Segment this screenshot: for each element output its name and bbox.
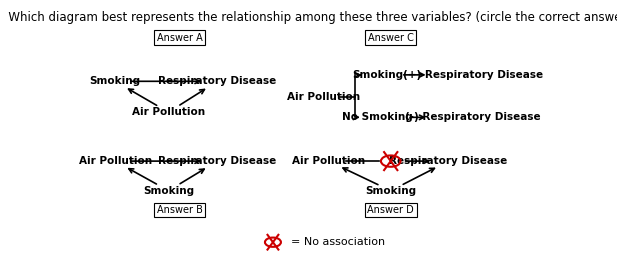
Text: Answer C: Answer C	[368, 33, 413, 43]
Text: Respiratory Disease: Respiratory Disease	[158, 156, 276, 166]
Text: Smoking: Smoking	[352, 70, 403, 80]
Text: Respiratory Disease: Respiratory Disease	[158, 76, 276, 86]
Text: Answer A: Answer A	[157, 33, 202, 43]
Text: E.   Which diagram best represents the relationship among these three variables?: E. Which diagram best represents the rel…	[0, 11, 617, 23]
Text: Air Pollution: Air Pollution	[292, 156, 365, 166]
Text: Answer D: Answer D	[367, 205, 414, 215]
Text: = No association: = No association	[291, 237, 385, 247]
Text: Air Pollution: Air Pollution	[132, 107, 205, 117]
Text: Respiratory Disease: Respiratory Disease	[389, 156, 508, 166]
Text: Answer B: Answer B	[157, 205, 202, 215]
Text: Smoking: Smoking	[89, 76, 141, 86]
Text: Smoking: Smoking	[365, 186, 416, 196]
Text: Air Pollution: Air Pollution	[78, 156, 152, 166]
Text: Smoking: Smoking	[143, 186, 194, 196]
Text: Air Pollution: Air Pollution	[288, 92, 360, 102]
Text: No Smoking: No Smoking	[342, 112, 413, 122]
Text: (-) Respiratory Disease: (-) Respiratory Disease	[405, 112, 540, 122]
Text: (+) Respiratory Disease: (+) Respiratory Disease	[403, 70, 543, 80]
